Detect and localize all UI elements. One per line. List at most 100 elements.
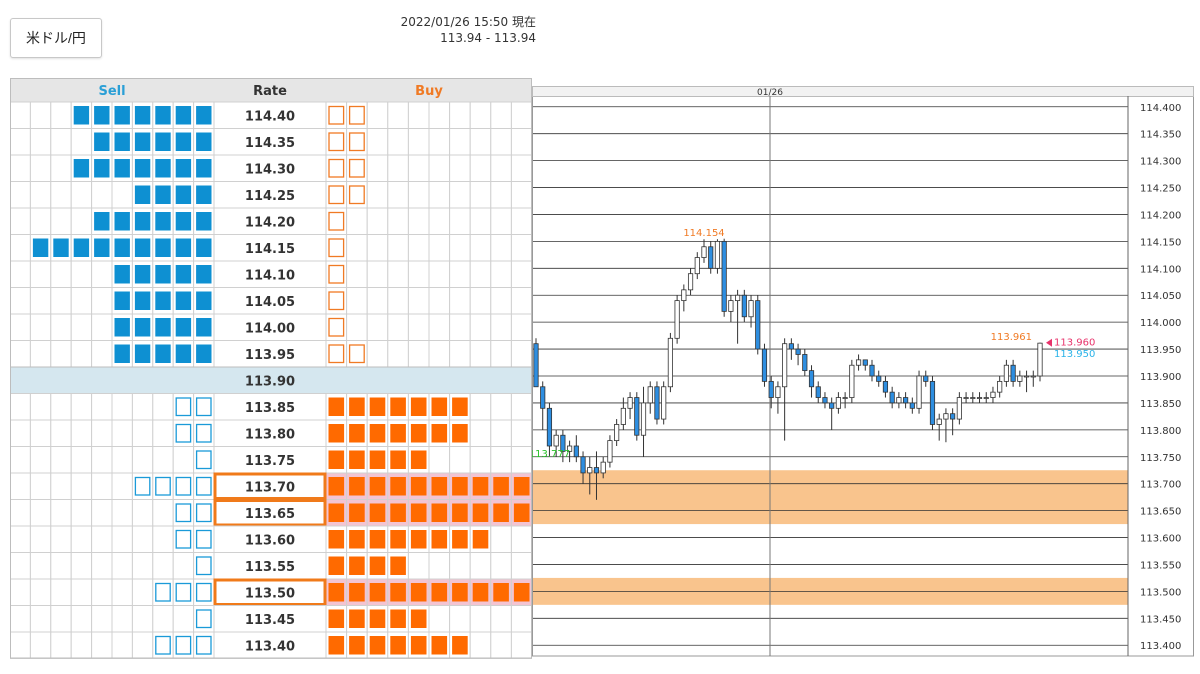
rate-value: 113.85 (245, 401, 295, 416)
sell-order-block (114, 291, 130, 310)
sell-position-block (195, 529, 212, 549)
rate-header: Rate (253, 84, 287, 99)
sell-order-block (32, 238, 49, 257)
sell-order-block (155, 106, 171, 125)
buy-order-block (472, 530, 489, 549)
sell-position-block (195, 582, 212, 602)
order-row[interactable]: 113.95 (10, 340, 532, 368)
sell-order-block (196, 318, 212, 337)
sell-order-block (73, 159, 90, 178)
sell-position-block (155, 476, 171, 496)
buy-order-block (328, 583, 345, 602)
candle (835, 392, 841, 414)
sell-order-block (175, 159, 192, 178)
rate-value: 114.35 (245, 136, 295, 151)
candlestick-chart: 114.400 114.350 114.300 114.250 114.200 114.1… (532, 86, 1194, 657)
sell-position-block (175, 635, 192, 655)
sell-order-block (134, 106, 151, 125)
order-row[interactable]: 113.90 (10, 366, 532, 394)
buy-order-block (410, 450, 427, 469)
buy-position-block (328, 317, 345, 337)
sell-order-block (134, 344, 151, 363)
buy-order-block (369, 503, 386, 522)
buy-position-block (328, 211, 345, 231)
buy-order-block (369, 424, 386, 443)
y-tick-label: 114.200 (1140, 210, 1181, 221)
timestamp-rates: 113.94 - 113.94 (440, 31, 536, 45)
buy-order-block (349, 556, 365, 575)
candle (546, 402, 553, 457)
order-row[interactable]: 114.30 (10, 154, 532, 182)
order-row[interactable]: 114.10 (10, 260, 532, 288)
sell-position-block (175, 503, 192, 523)
sell-position-block (155, 635, 171, 655)
order-row[interactable]: 113.60 (10, 525, 532, 553)
candle (553, 429, 559, 457)
candle (849, 359, 855, 403)
ask-marker-icon (1046, 338, 1052, 347)
sell-order-block (196, 238, 212, 257)
sell-order-block (73, 106, 90, 125)
rate-value: 113.90 (245, 374, 295, 389)
sell-order-block (175, 318, 192, 337)
y-tick-label: 114.000 (1140, 318, 1181, 329)
order-row[interactable]: 113.70 (10, 472, 532, 500)
order-row[interactable]: 113.65 (10, 499, 532, 527)
order-row[interactable]: 113.40 (10, 631, 532, 659)
order-row[interactable]: 114.35 (10, 128, 532, 156)
buy-order-block (513, 583, 530, 602)
buy-order-block (328, 397, 345, 416)
order-row[interactable]: 113.75 (10, 446, 532, 474)
timestamp: 2022/01/26 15:50 現在 113.94 - 113.94 (360, 14, 536, 46)
order-row[interactable]: 113.55 (10, 552, 532, 580)
sell-order-block (175, 291, 192, 310)
order-row[interactable]: 114.40 (10, 101, 532, 129)
buy-order-block (431, 530, 448, 549)
buy-order-block (369, 530, 386, 549)
order-row[interactable]: 113.50 (10, 578, 532, 606)
candle (614, 419, 620, 446)
buy-order-block (369, 583, 386, 602)
y-tick-label: 114.100 (1140, 264, 1181, 275)
candle (1017, 370, 1023, 387)
order-row[interactable]: 114.15 (10, 234, 532, 262)
candle (728, 295, 734, 323)
candle (681, 284, 687, 312)
currency-pair-button[interactable]: 米ドル/円 (10, 18, 102, 58)
buy-position-block (348, 344, 365, 364)
sell-order-block (155, 265, 171, 284)
y-tick-label: 113.850 (1140, 399, 1181, 410)
sell-order-block (196, 265, 212, 284)
candle (667, 332, 673, 393)
buy-order-block (349, 530, 365, 549)
candle (896, 392, 902, 409)
last-price-label: 113.961 (991, 332, 1032, 343)
order-book-table: Sell Rate Buy 114.40 114.35 114.30 114.25 114.2… (10, 78, 532, 659)
buy-order-block (390, 583, 406, 602)
y-tick-label: 113.950 (1140, 345, 1181, 356)
buy-order-block (349, 609, 365, 628)
buy-order-block (431, 636, 448, 655)
buy-order-block (410, 397, 427, 416)
order-row[interactable]: 114.00 (10, 313, 532, 341)
sell-order-block (134, 159, 151, 178)
rate-value: 113.60 (245, 533, 295, 548)
candle (970, 392, 976, 403)
buy-order-block (369, 397, 386, 416)
candle (943, 408, 949, 443)
candle (573, 435, 579, 463)
candle (882, 376, 889, 398)
order-row[interactable]: 113.80 (10, 419, 532, 447)
rate-value: 113.40 (245, 639, 295, 654)
order-row[interactable]: 114.25 (10, 181, 532, 209)
order-row[interactable]: 113.45 (10, 605, 532, 633)
order-row[interactable]: 114.20 (10, 207, 532, 235)
buy-order-block (452, 424, 468, 443)
sell-order-block (175, 238, 192, 257)
rate-value: 113.70 (245, 480, 295, 495)
candle (903, 392, 909, 409)
candle (755, 295, 761, 355)
order-row[interactable]: 114.05 (10, 287, 532, 315)
order-row[interactable]: 113.85 (10, 393, 532, 421)
sell-order-block (155, 291, 171, 310)
